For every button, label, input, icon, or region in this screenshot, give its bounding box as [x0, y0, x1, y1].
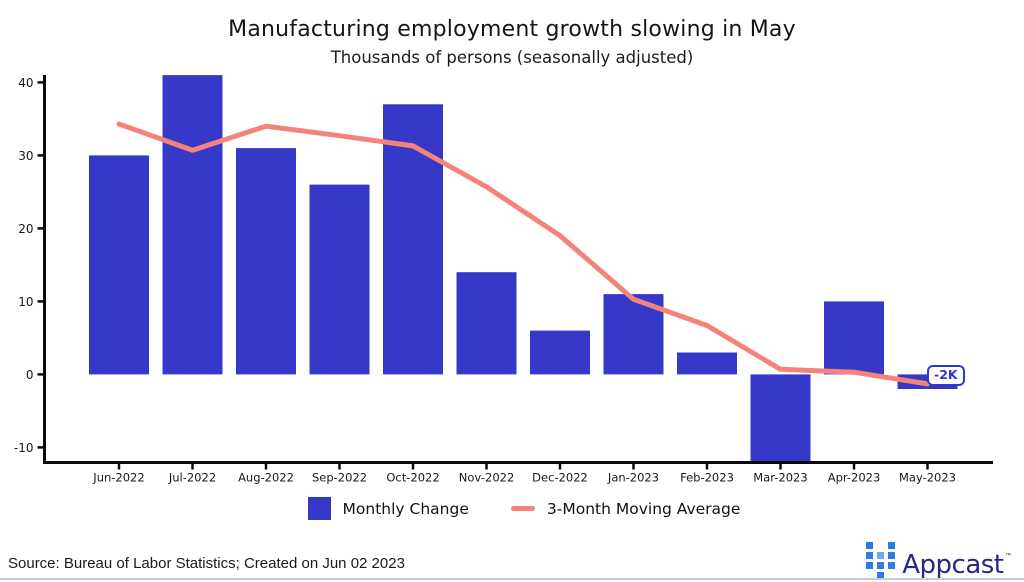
- x-tick-label: Jun-2022: [92, 471, 144, 485]
- footer-divider: [0, 578, 1024, 580]
- x-tick-label: Sep-2022: [312, 471, 367, 485]
- x-tick-label: Apr-2023: [828, 471, 881, 485]
- x-tick-label: May-2023: [899, 471, 956, 485]
- footer-bar: Source: Bureau of Labor Statistics; Crea…: [0, 537, 1024, 582]
- bar-apr-2023: [824, 301, 884, 375]
- appcast-wordmark: Appcast™: [902, 550, 1013, 580]
- bar-sep-2022: [309, 184, 370, 375]
- logo-dot: [877, 552, 885, 559]
- x-tick-label: Feb-2023: [680, 471, 734, 485]
- bar-jul-2022: [162, 75, 223, 375]
- moving-average-line: [116, 121, 930, 387]
- y-tick-label: -10: [14, 441, 34, 455]
- x-tick-label: Mar-2023: [753, 471, 807, 485]
- logo-dot: [888, 552, 896, 559]
- bar-mar-2023: [750, 374, 811, 462]
- x-tick-label: Aug-2022: [238, 471, 294, 485]
- logo-dot: [866, 542, 874, 549]
- logo-dot: [866, 552, 874, 559]
- appcast-logo-icon: [866, 542, 896, 580]
- y-tick-label: 40: [18, 76, 33, 90]
- chart-legend: Monthly Change 3-Month Moving Average: [0, 497, 1024, 520]
- logo-dot: [888, 542, 896, 549]
- x-tick-label: Jan-2023: [607, 471, 659, 485]
- bar-nov-2022: [456, 272, 517, 375]
- legend-label: Monthly Change: [342, 499, 469, 518]
- logo-dot: [877, 562, 885, 569]
- y-tick-label: 0: [26, 368, 34, 382]
- trademark-symbol: ™: [1004, 552, 1013, 561]
- legend-item-moving-average: 3-Month Moving Average: [510, 499, 741, 518]
- bar-swatch-icon: [307, 497, 331, 520]
- appcast-logo: Appcast™: [866, 538, 1012, 582]
- logo-dot: [877, 572, 885, 579]
- y-tick-label: 20: [18, 222, 33, 236]
- logo-dot: [888, 562, 896, 569]
- y-tick-label: 30: [18, 149, 33, 163]
- x-tick-label: Jul-2022: [168, 471, 216, 485]
- logo-dot: [866, 562, 874, 569]
- bar-aug-2022: [236, 148, 296, 375]
- last-value-annotation: -2K: [927, 365, 965, 386]
- source-attribution: Source: Bureau of Labor Statistics; Crea…: [8, 555, 405, 572]
- y-tick-label: 10: [18, 295, 33, 309]
- chart-title: Manufacturing employment growth slowing …: [228, 17, 796, 42]
- legend-item-monthly-change: Monthly Change: [307, 497, 469, 520]
- bar-jun-2022: [89, 155, 149, 375]
- bar-oct-2022: [383, 104, 443, 375]
- chart-plot-area: 40 30 20 10 0 -10 Jun-2022 Jul-2022 Aug-2022 Sep-…: [14, 75, 993, 485]
- bar-dec-2022: [530, 330, 590, 375]
- chart-subtitle: Thousands of persons (seasonally adjuste…: [330, 48, 694, 67]
- x-tick-label: Oct-2022: [386, 471, 439, 485]
- x-tick-label: Dec-2022: [532, 471, 588, 485]
- bar-feb-2023: [677, 352, 737, 375]
- x-tick-label: Nov-2022: [459, 471, 515, 485]
- legend-label: 3-Month Moving Average: [546, 499, 741, 518]
- line-swatch-icon: [510, 506, 535, 511]
